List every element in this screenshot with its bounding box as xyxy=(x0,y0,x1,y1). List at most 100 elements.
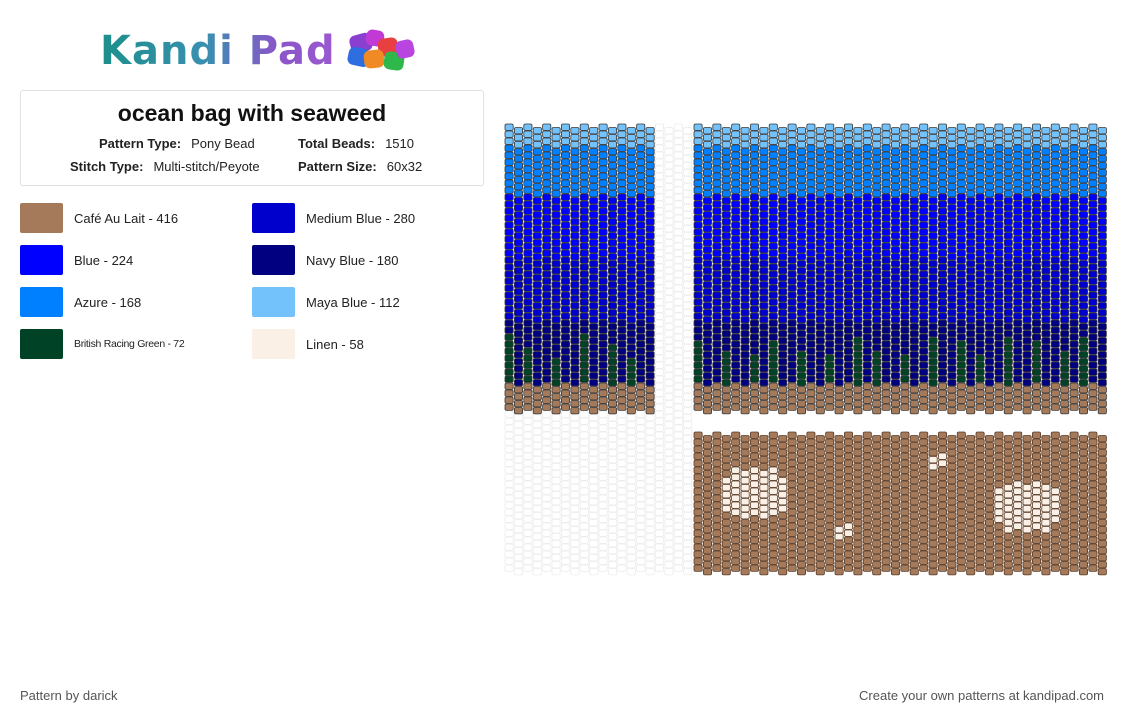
bead xyxy=(750,256,760,264)
bead xyxy=(966,512,976,520)
bead xyxy=(787,312,797,320)
bead xyxy=(956,564,966,572)
bead xyxy=(693,459,703,467)
bead xyxy=(928,183,938,191)
bead xyxy=(806,361,816,369)
bead xyxy=(966,197,976,205)
empty-bead xyxy=(589,449,599,457)
bead xyxy=(985,533,995,541)
empty-bead xyxy=(636,522,646,530)
bead xyxy=(966,526,976,534)
kandipad-logo[interactable]: Kandi Pad xyxy=(100,26,422,76)
empty-bead xyxy=(673,277,683,285)
bead xyxy=(900,340,910,348)
bead xyxy=(825,151,835,159)
bead xyxy=(693,438,703,446)
bead xyxy=(1041,288,1051,296)
bead xyxy=(797,134,807,142)
bead xyxy=(1069,354,1079,362)
bead xyxy=(1097,169,1107,177)
bead xyxy=(862,396,872,404)
bead xyxy=(891,141,901,149)
empty-bead xyxy=(683,239,693,247)
bead xyxy=(1097,561,1107,569)
bead xyxy=(740,547,750,555)
bead xyxy=(1050,529,1060,537)
empty-bead xyxy=(655,235,665,243)
bead xyxy=(608,386,618,394)
bead xyxy=(731,431,741,439)
bead xyxy=(834,435,844,443)
bead xyxy=(966,393,976,401)
bead xyxy=(872,365,882,373)
empty-bead xyxy=(683,470,693,478)
bead xyxy=(750,564,760,572)
bead xyxy=(759,470,769,478)
legend-item-navy-blue: Navy Blue - 180 xyxy=(252,245,399,275)
empty-bead xyxy=(608,435,618,443)
bead xyxy=(721,512,731,520)
empty-bead xyxy=(664,533,674,541)
bead xyxy=(825,144,835,152)
bead xyxy=(985,512,995,520)
bead xyxy=(731,515,741,523)
bead xyxy=(815,379,825,387)
bead xyxy=(825,368,835,376)
bead xyxy=(909,176,919,184)
bead xyxy=(589,288,599,296)
bead xyxy=(956,508,966,516)
bead xyxy=(617,333,627,341)
bead xyxy=(703,169,713,177)
empty-bead xyxy=(617,522,627,530)
bead xyxy=(1097,295,1107,303)
bead xyxy=(617,214,627,222)
bead xyxy=(768,130,778,138)
empty-bead xyxy=(645,498,655,506)
empty-bead xyxy=(589,428,599,436)
empty-bead xyxy=(645,561,655,569)
bead xyxy=(900,263,910,271)
bead xyxy=(1013,172,1023,180)
bead xyxy=(1032,256,1042,264)
bead xyxy=(994,193,1004,201)
bead xyxy=(975,403,985,411)
bead xyxy=(1050,277,1060,285)
empty-bead xyxy=(673,249,683,257)
bead xyxy=(759,260,769,268)
bead xyxy=(928,554,938,562)
bead xyxy=(834,372,844,380)
empty-bead xyxy=(626,414,636,422)
bead xyxy=(740,218,750,226)
bead xyxy=(928,211,938,219)
bead xyxy=(881,375,891,383)
bead xyxy=(825,277,835,285)
bead xyxy=(712,242,722,250)
bead xyxy=(900,235,910,243)
bead xyxy=(825,361,835,369)
color-swatch xyxy=(20,245,63,275)
bead xyxy=(608,169,618,177)
bead xyxy=(750,522,760,530)
bead xyxy=(1097,526,1107,534)
bead xyxy=(645,393,655,401)
bead xyxy=(956,522,966,530)
bead xyxy=(844,368,854,376)
bead xyxy=(1079,309,1089,317)
empty-bead xyxy=(561,445,571,453)
bead xyxy=(1060,218,1070,226)
bead xyxy=(532,127,542,135)
create-patterns-link[interactable]: Create your own patterns at kandipad.com xyxy=(859,688,1104,703)
empty-bead xyxy=(514,519,524,527)
empty-bead xyxy=(673,284,683,292)
bead xyxy=(712,487,722,495)
bead xyxy=(947,351,957,359)
empty-bead xyxy=(655,536,665,544)
bead xyxy=(617,284,627,292)
bead xyxy=(919,326,929,334)
bead xyxy=(731,200,741,208)
bead xyxy=(778,267,788,275)
bead xyxy=(1060,127,1070,135)
bead xyxy=(891,183,901,191)
bead xyxy=(787,473,797,481)
bead xyxy=(881,333,891,341)
